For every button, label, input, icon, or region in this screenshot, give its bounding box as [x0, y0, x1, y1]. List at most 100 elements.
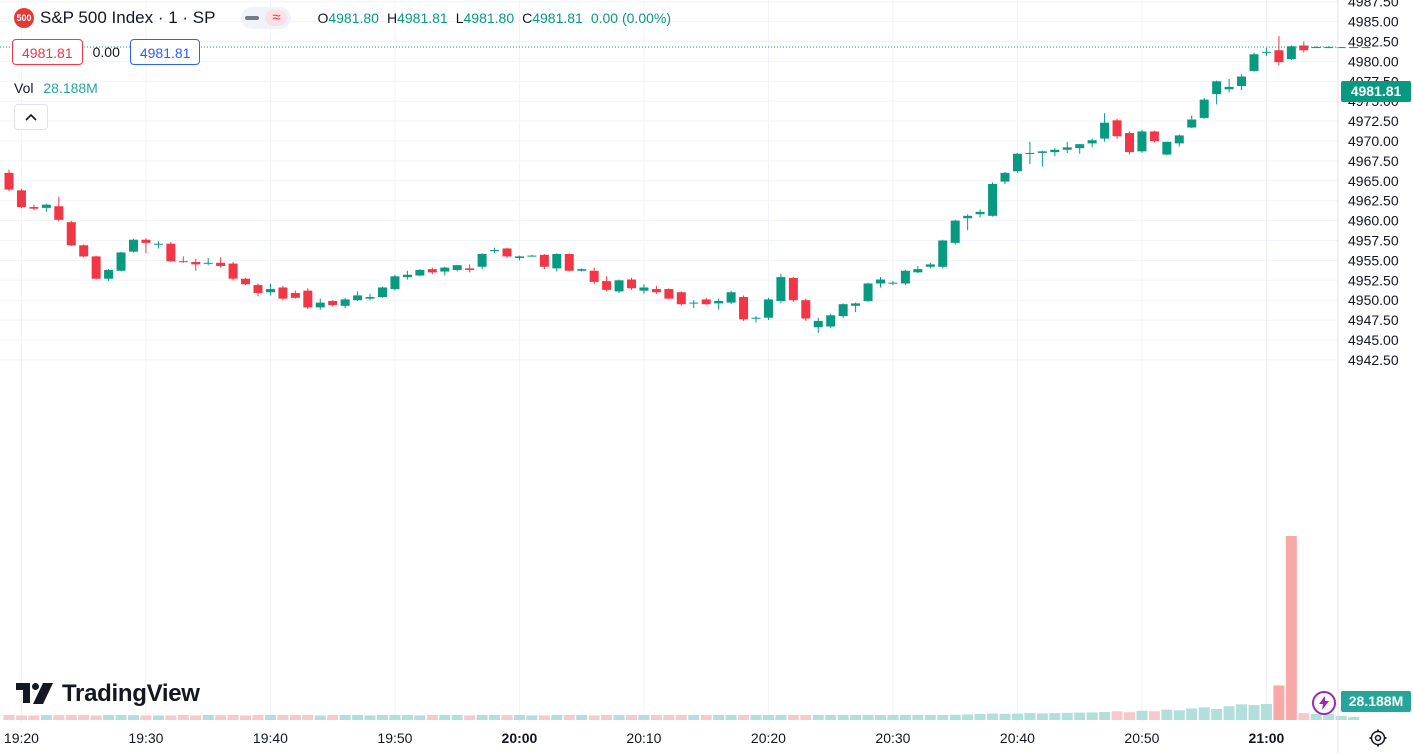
- candle-body: [66, 222, 76, 246]
- candle-body: [1286, 46, 1296, 60]
- candle: [1062, 141, 1072, 153]
- volume-bar: [987, 713, 999, 720]
- volume-bar: [177, 714, 189, 720]
- candle: [465, 264, 475, 273]
- candle-body: [739, 297, 749, 320]
- time-tick-label: 20:30: [875, 730, 910, 746]
- candle: [664, 288, 674, 300]
- volume-bar: [588, 715, 600, 720]
- volume-bar: [302, 714, 314, 720]
- time-tick-label: 20:10: [626, 730, 661, 746]
- candle-body: [440, 267, 450, 272]
- candle-body: [851, 303, 861, 306]
- tradingview-logo-text: TradingView: [62, 680, 200, 707]
- candle-body: [1212, 81, 1222, 95]
- candle: [639, 284, 649, 294]
- symbol-title[interactable]: S&P 500 Index · 1 · SP: [40, 8, 216, 27]
- candle: [66, 220, 76, 247]
- candle: [490, 247, 500, 254]
- candle: [278, 285, 288, 301]
- candle-body: [639, 287, 649, 291]
- candle: [1249, 52, 1259, 72]
- candle-body: [1062, 147, 1072, 150]
- candle: [564, 253, 574, 272]
- candle-body: [1112, 120, 1122, 137]
- candle: [651, 285, 661, 294]
- candle: [1324, 46, 1334, 49]
- candle-body: [726, 292, 736, 303]
- volume-bar: [738, 714, 750, 720]
- volume-bar: [601, 714, 613, 720]
- candle: [813, 317, 823, 333]
- collapse-legend-button[interactable]: [14, 104, 48, 130]
- buy-button[interactable]: 4981.81: [129, 39, 201, 65]
- ohlc-open: O4981.80: [317, 10, 379, 26]
- price-tick-label: 4967.50: [1348, 153, 1399, 169]
- volume-bar: [364, 715, 376, 720]
- candle: [1174, 134, 1184, 147]
- price-tick-label: 4945.00: [1348, 332, 1399, 348]
- candle-body: [950, 220, 960, 243]
- candle: [851, 302, 861, 313]
- sell-button[interactable]: 4981.81: [12, 39, 83, 65]
- volume-label: Vol: [14, 80, 34, 96]
- price-axis[interactable]: 4987.504985.004982.504980.004977.504975.…: [1348, 0, 1399, 368]
- volume-bar: [103, 714, 115, 720]
- candle-body: [913, 269, 923, 273]
- candle: [1299, 41, 1309, 53]
- chart-grid: [0, 0, 1338, 722]
- price-tick-label: 4985.00: [1348, 14, 1399, 30]
- volume-bar: [613, 714, 625, 720]
- volume-bar: [3, 714, 15, 720]
- volume-bar: [862, 714, 874, 720]
- symbol-legend[interactable]: 500 S&P 500 Index · 1 · SP ≈ O4981.80 H4…: [14, 6, 671, 30]
- volume-bar: [1111, 711, 1123, 720]
- volume-bar: [750, 714, 762, 720]
- price-tick-label: 4955.00: [1348, 252, 1399, 268]
- candle-body: [502, 248, 512, 257]
- candle-body: [1336, 47, 1346, 49]
- volume-bar: [1161, 709, 1173, 720]
- candle: [1274, 35, 1284, 66]
- candle-body: [1050, 149, 1060, 153]
- candle-body: [589, 270, 599, 282]
- candle-body: [166, 243, 176, 262]
- time-tick-label: 20:20: [751, 730, 786, 746]
- volume-bar: [638, 714, 650, 720]
- candle: [178, 256, 188, 263]
- time-axis[interactable]: 19:20 19:30 19:40 19:50 20:00 20:10 20:20 20:30…: [4, 730, 1285, 746]
- candle: [1112, 118, 1122, 139]
- candle-body: [813, 320, 823, 328]
- chart-type-toggle[interactable]: ≈: [241, 7, 292, 29]
- candle: [141, 238, 151, 254]
- volume-bar: [949, 714, 961, 720]
- volume-bar: [277, 714, 289, 720]
- price-tick-label: 4960.00: [1348, 213, 1399, 229]
- settings-gear-icon[interactable]: [1369, 729, 1387, 747]
- quick-trade-button[interactable]: [1312, 691, 1336, 715]
- candle: [315, 298, 325, 310]
- candle-body: [1012, 153, 1022, 172]
- candle: [988, 182, 998, 217]
- volume-bar: [924, 714, 936, 720]
- candle-body: [1361, 47, 1371, 49]
- candle-body: [564, 254, 574, 271]
- price-tick-label: 4947.50: [1348, 312, 1399, 328]
- tradingview-logo[interactable]: TradingView: [16, 680, 200, 708]
- candle-body: [1075, 144, 1085, 149]
- candle-body: [975, 211, 985, 215]
- candle-body: [876, 279, 885, 284]
- candle-body: [651, 289, 661, 293]
- candle: [913, 265, 923, 274]
- candle: [1187, 115, 1197, 129]
- volume-bar: [551, 714, 563, 720]
- volume-legend[interactable]: Vol 28.188M: [14, 80, 98, 96]
- volume-bar: [1124, 712, 1135, 720]
- candle: [1162, 141, 1172, 156]
- candle-body: [627, 279, 636, 289]
- candle-body: [16, 190, 26, 208]
- volume-bar: [513, 714, 525, 720]
- candle: [290, 290, 300, 299]
- candle-body: [826, 315, 836, 327]
